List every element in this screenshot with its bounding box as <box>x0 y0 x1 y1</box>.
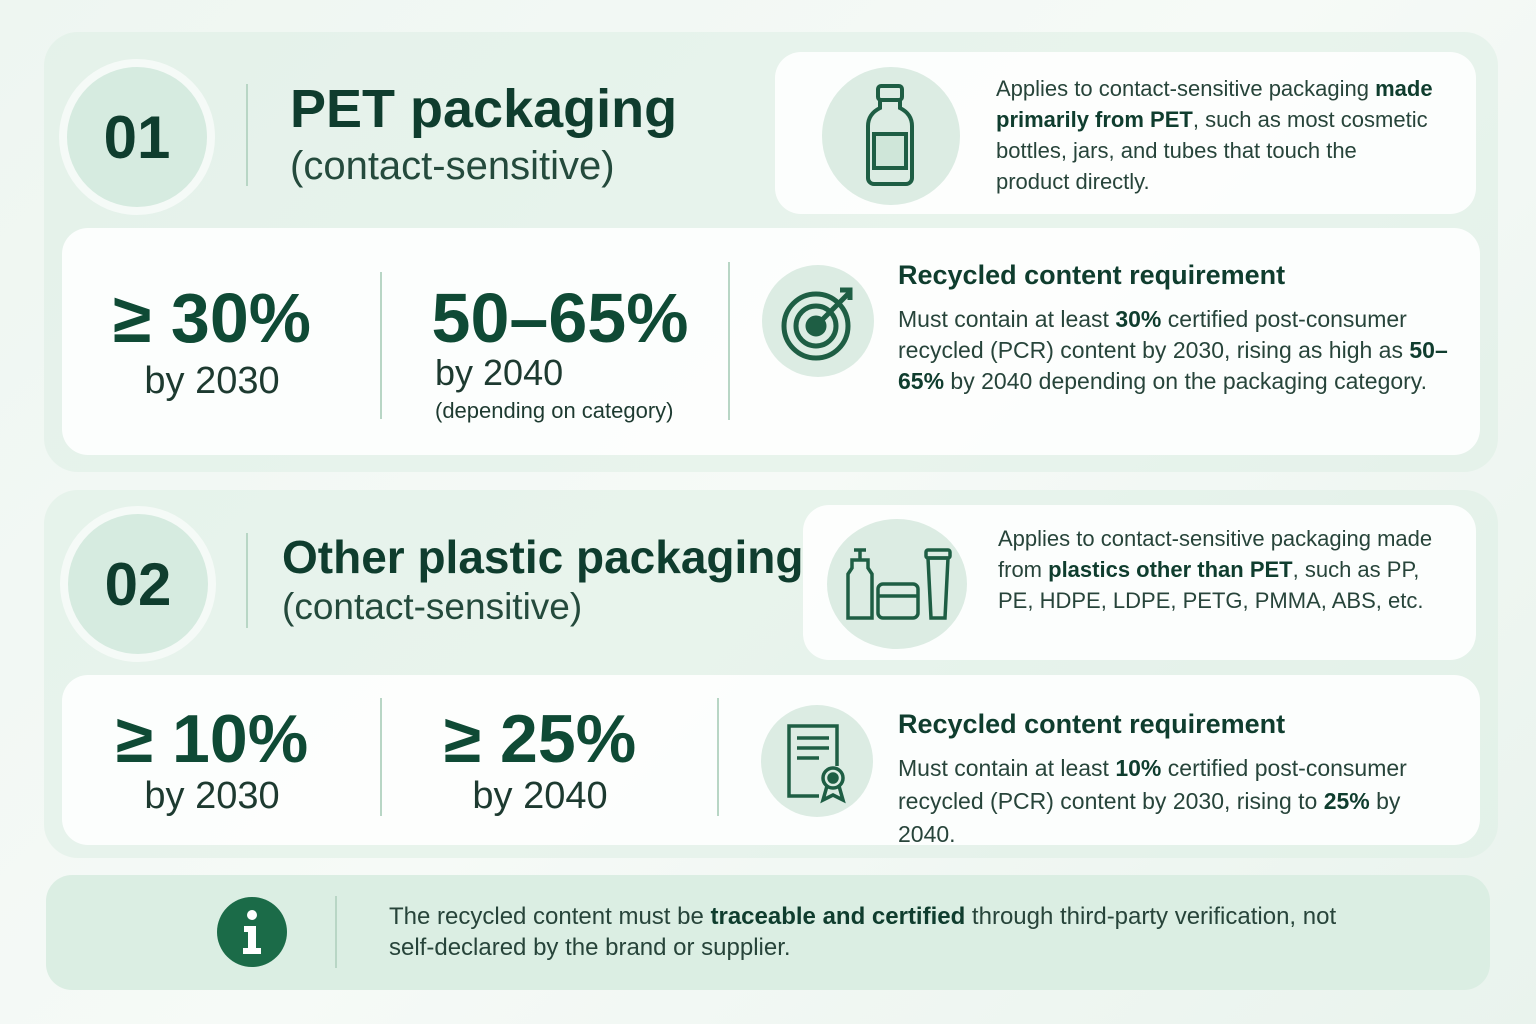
target-label: by 2030 <box>144 775 280 817</box>
text-run: certified post-consumer recycled (PCR) c… <box>898 755 1407 814</box>
requirement-title: Recycled content requirement <box>898 260 1286 290</box>
text-run: Must contain at least <box>898 306 1116 332</box>
requirement-title: Recycled content requirement <box>898 709 1286 739</box>
bold-run: 10% <box>1115 755 1162 781</box>
text-run: , such as most cosmetic bottles, jars, a… <box>996 107 1428 194</box>
section-number: 01 <box>67 67 207 207</box>
text-run: through third-party verification, not se… <box>389 903 1337 961</box>
divider <box>246 533 248 628</box>
text-run: by 2040 depending on the packaging categ… <box>944 368 1427 394</box>
bold-run: made primarily from PET <box>996 76 1433 132</box>
text-run: The recycled content must be <box>389 903 711 930</box>
bold-run: 50–65% <box>898 337 1448 394</box>
section-subtitle: (contact-sensitive) <box>282 586 583 627</box>
divider <box>335 896 337 968</box>
divider <box>717 698 719 816</box>
target-value: ≥ 10% <box>115 701 309 777</box>
divider <box>246 84 248 186</box>
certificate-icon <box>787 724 846 804</box>
target-label: by 2040 <box>435 352 564 393</box>
text-run: Applies to contact-sensitive packaging m… <box>998 526 1433 582</box>
bold-run: 25% <box>1323 788 1370 814</box>
section-title: PET packaging <box>290 79 678 139</box>
target-icon <box>781 287 853 361</box>
bold-run: plastics other than PET <box>1048 557 1293 582</box>
divider <box>728 262 730 420</box>
applies-text: Applies to contact-sensitive packaging m… <box>998 523 1453 616</box>
target-note: (depending on category) <box>435 398 674 423</box>
target-value: 50–65% <box>431 279 689 357</box>
section-subtitle: (contact-sensitive) <box>290 144 615 188</box>
text-run: Must contain at least <box>898 755 1116 781</box>
containers-icon <box>846 548 952 620</box>
text-run: , such as PP, PE, HDPE, LDPE, PETG, PMMA… <box>998 557 1424 613</box>
section-title: Other plastic packaging <box>282 531 804 583</box>
target-value: ≥ 30% <box>113 279 311 357</box>
applies-text: Applies to contact-sensitive packaging m… <box>996 73 1436 197</box>
requirement-text: Must contain at least 10% certified post… <box>898 752 1463 851</box>
target-label: by 2030 <box>144 360 280 402</box>
section-number: 02 <box>68 514 208 654</box>
footer-text: The recycled content must be traceable a… <box>389 901 1339 963</box>
icon-circle <box>761 705 873 817</box>
bold-run: traceable and certified <box>710 903 966 930</box>
target-value: ≥ 25% <box>443 701 637 777</box>
text-run: certified post-consumer recycled (PCR) c… <box>898 306 1410 363</box>
divider <box>380 698 382 816</box>
requirement-text: Must contain at least 30% certified post… <box>898 304 1453 397</box>
text-run: by 2040. <box>898 788 1401 847</box>
bold-run: 30% <box>1115 306 1162 332</box>
target-label: by 2040 <box>472 775 608 817</box>
divider <box>380 272 382 419</box>
bottle-icon <box>866 84 914 186</box>
text-run: Applies to contact-sensitive packaging <box>996 76 1376 101</box>
info-icon <box>217 897 287 967</box>
